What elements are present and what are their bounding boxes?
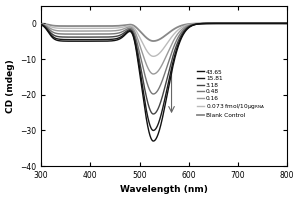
X-axis label: Wavelength (nm): Wavelength (nm) xyxy=(120,185,208,194)
Y-axis label: CD (mdeg): CD (mdeg) xyxy=(6,59,15,113)
Legend: 43.65, 15.81, 3.18, 0.48, 0.16, 0.073 fmol/10μg$_\mathregular{RNA}$, Blank Contr: 43.65, 15.81, 3.18, 0.48, 0.16, 0.073 fm… xyxy=(196,69,265,118)
